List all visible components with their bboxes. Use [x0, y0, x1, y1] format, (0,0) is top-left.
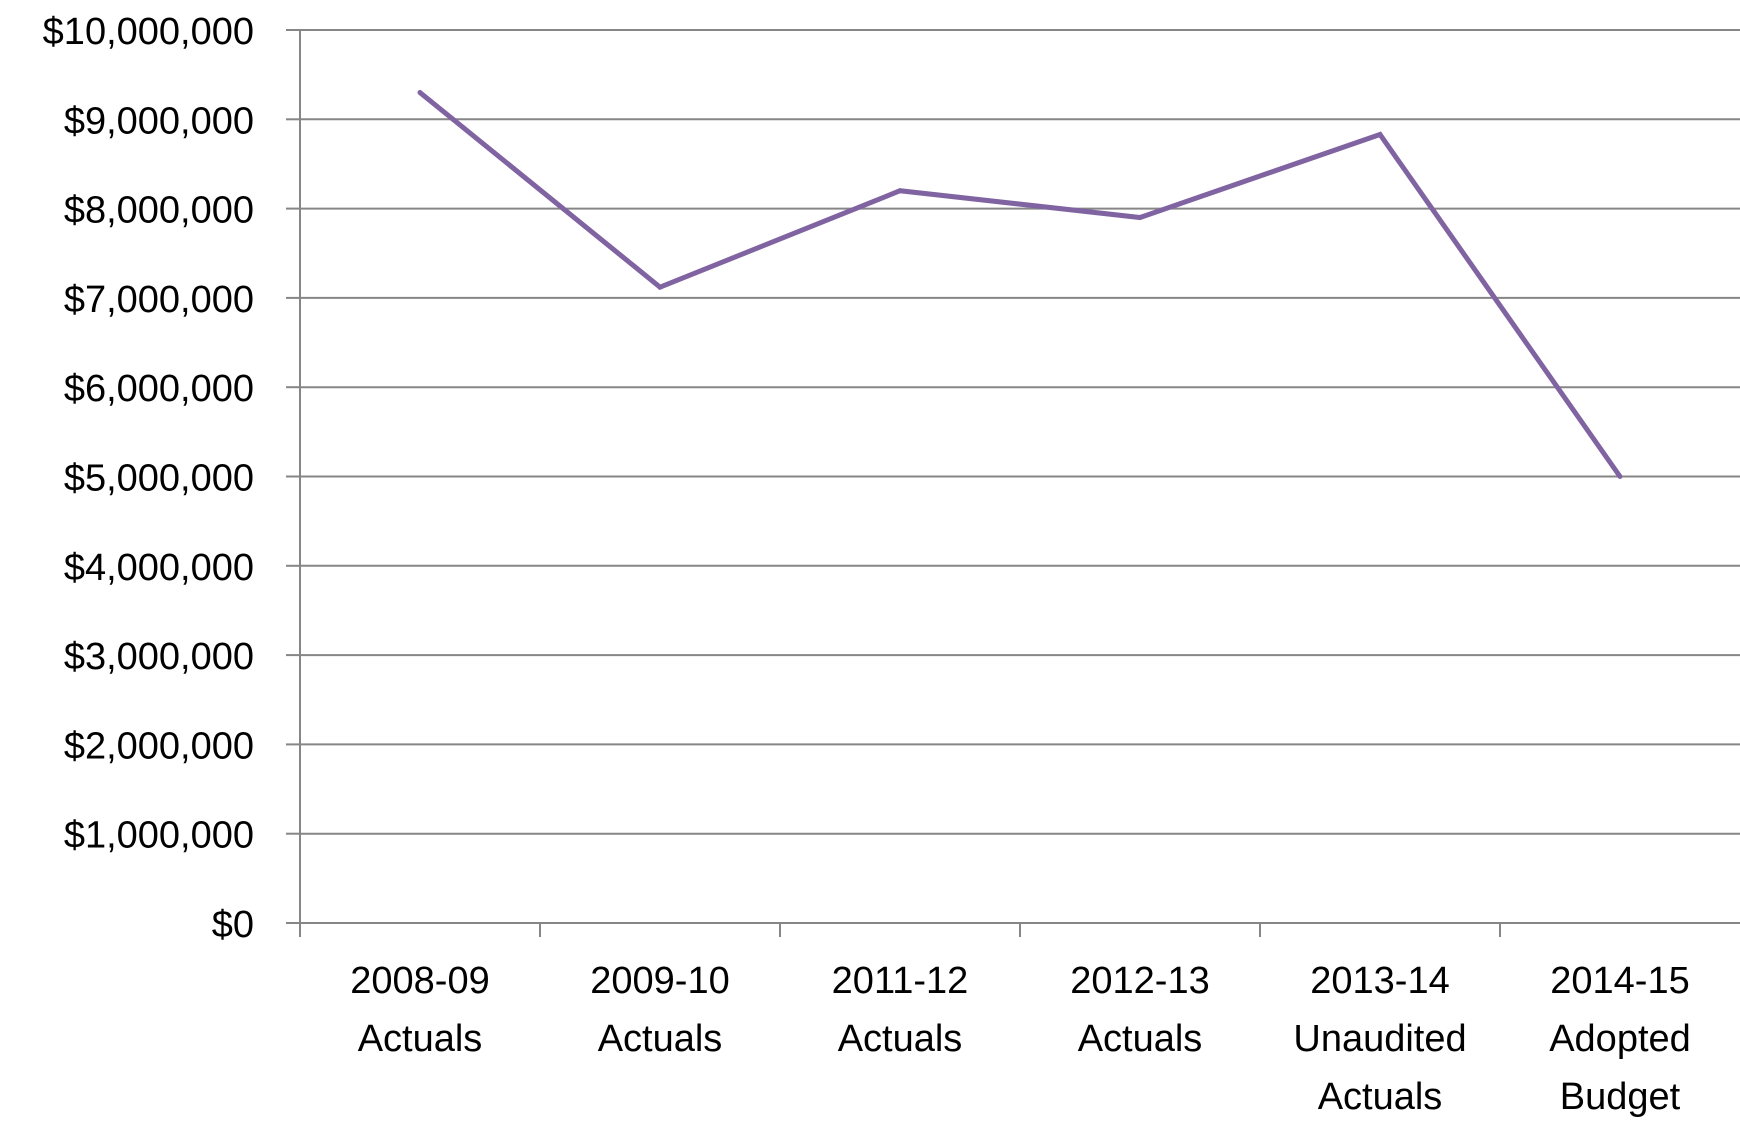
x-tick-label-line: 2008-09	[350, 960, 489, 1002]
x-tick-label: 2008-09 Actuals	[350, 960, 489, 1060]
x-tick-label: 2013-14 Unaudited Actuals	[1293, 960, 1466, 1118]
x-tick-label-line: Actuals	[1318, 1076, 1443, 1118]
data-point	[1617, 474, 1623, 479]
x-axis-tick-labels: 2008-09 Actuals 2009-10 Actuals 2011-12 Actua…	[350, 960, 1691, 1118]
x-tick-label-line: 2012-13	[1070, 960, 1209, 1002]
y-tick-label: $6,000,000	[64, 368, 254, 410]
data-point	[657, 284, 663, 290]
data-point	[897, 188, 903, 194]
y-tick-label: $4,000,000	[64, 547, 254, 589]
x-tick-label-line: 2009-10	[590, 960, 729, 1002]
x-tick-label: 2011-12 Actuals	[832, 960, 969, 1060]
axes	[286, 29, 1740, 937]
x-tick-label: 2009-10 Actuals	[590, 960, 729, 1060]
x-tick-label-line: 2014-15	[1550, 960, 1689, 1002]
y-tick-label: $1,000,000	[64, 815, 254, 857]
series-line	[418, 90, 1623, 478]
x-tick-label-line: Budget	[1560, 1076, 1681, 1118]
x-tick-label-line: Actuals	[1078, 1018, 1203, 1060]
x-tick-label: 2014-15 Adopted Budget	[1549, 960, 1691, 1118]
x-tick-label-line: Unaudited	[1293, 1018, 1466, 1060]
x-tick-label-line: 2013-14	[1310, 960, 1449, 1002]
x-tick-label-line: Adopted	[1549, 1018, 1691, 1060]
y-tick-label: $2,000,000	[64, 725, 254, 767]
x-tick-label-line: Actuals	[358, 1018, 483, 1060]
y-tick-label: $9,000,000	[64, 100, 254, 142]
data-point	[417, 90, 423, 96]
data-point	[1377, 131, 1383, 137]
y-tick-label: $3,000,000	[64, 636, 254, 678]
y-tick-label: $8,000,000	[64, 190, 254, 232]
y-tick-label: $7,000,000	[64, 279, 254, 321]
series-lines	[417, 90, 1623, 479]
y-tick-label: $10,000,000	[43, 11, 254, 53]
x-tick-label-line: Actuals	[598, 1018, 723, 1060]
x-tick-label-line: 2011-12	[832, 960, 969, 1002]
gridlines	[300, 29, 1740, 835]
y-tick-label: $0	[212, 904, 254, 946]
y-tick-label: $5,000,000	[64, 458, 254, 500]
y-axis-tick-labels: $0 $1,000,000 $2,000,000 $3,000,000 $4,000,0…	[43, 11, 254, 946]
x-tick-label: 2012-13 Actuals	[1070, 960, 1209, 1060]
data-point	[1137, 215, 1143, 221]
x-tick-label-line: Actuals	[838, 1018, 963, 1060]
